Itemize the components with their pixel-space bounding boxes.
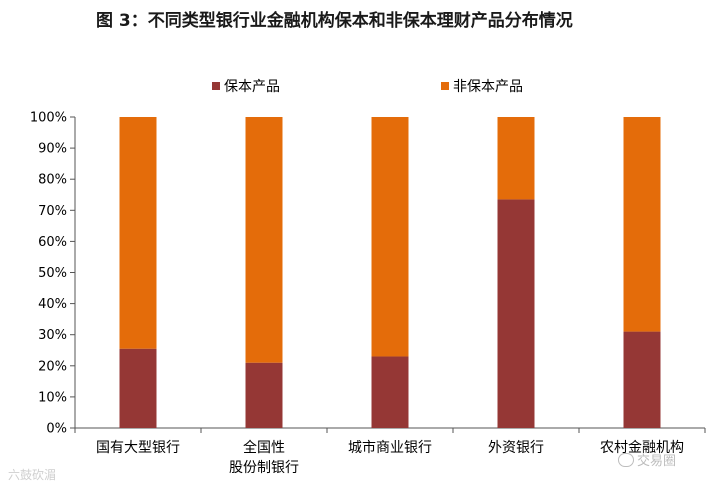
y-tick-label: 60% [38, 235, 67, 250]
bar-non-guaranteed [497, 117, 535, 200]
y-tick-label: 0% [46, 422, 67, 437]
bar-non-guaranteed [119, 117, 157, 349]
x-category-label: 国有大型银行 [96, 440, 180, 456]
chart-title: 图 3：不同类型银行业金融机构保本和非保本理财产品分布情况 [96, 11, 573, 31]
legend-swatch-non-guaranteed [441, 82, 449, 90]
x-category-label: 外资银行 [488, 440, 544, 456]
chat-bubble-icon [618, 452, 634, 467]
watermark-left: 六鼓砍湄 [8, 468, 57, 482]
y-tick-label: 100% [30, 111, 67, 126]
bar-guaranteed [497, 199, 535, 428]
y-tick-label: 50% [38, 266, 67, 281]
legend-label-guaranteed: 保本产品 [224, 79, 280, 95]
y-tick-label: 40% [38, 297, 67, 312]
bar-guaranteed [371, 356, 409, 428]
watermark-right: 交易圈 [618, 450, 676, 469]
bar-guaranteed [245, 362, 283, 428]
bar-non-guaranteed [623, 117, 661, 332]
legend-label-non-guaranteed: 非保本产品 [453, 79, 523, 95]
bar-guaranteed [119, 348, 157, 428]
y-tick-label: 70% [38, 204, 67, 219]
watermark-right-text: 交易圈 [637, 454, 677, 469]
bar-non-guaranteed [245, 117, 283, 363]
y-tick-label: 90% [38, 142, 67, 157]
y-tick-label: 30% [38, 328, 67, 343]
x-category-label: 全国性 [243, 439, 285, 456]
y-tick-label: 80% [38, 173, 67, 188]
x-category-label: 股份制银行 [229, 460, 299, 476]
legend-item-guaranteed: 保本产品 [212, 76, 280, 96]
bar-guaranteed [623, 331, 661, 428]
bar-non-guaranteed [371, 117, 409, 357]
x-category-label: 农村金融机构 [600, 440, 684, 456]
y-tick-label: 10% [38, 390, 67, 405]
x-category-label: 城市商业银行 [348, 439, 432, 456]
legend-item-non-guaranteed: 非保本产品 [441, 76, 523, 96]
y-tick-label: 20% [38, 359, 67, 374]
legend-swatch-guaranteed [212, 82, 220, 90]
